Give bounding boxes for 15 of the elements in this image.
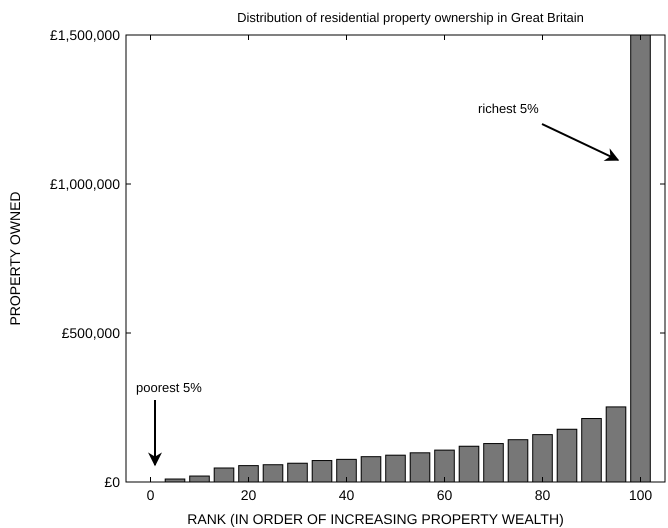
x-tick-label: 100	[628, 487, 652, 503]
x-tick-label: 60	[436, 487, 452, 503]
y-tick-label: £1,000,000	[50, 176, 120, 192]
x-tick-label: 0	[146, 487, 155, 503]
annotation: poorest 5%	[136, 380, 202, 395]
x-tick-label: 80	[534, 487, 550, 503]
x-tick-label: 20	[240, 487, 256, 503]
chart-title: Distribution of residential property ownership in Great Britain	[237, 10, 584, 25]
annotation: richest 5%	[478, 101, 540, 116]
y-axis-title: PROPERTY OWNED	[7, 191, 23, 326]
y-tick-label: £0	[104, 474, 120, 490]
x-tick-label: 40	[338, 487, 354, 503]
y-tick-label: £1,500,000	[50, 27, 120, 43]
x-axis-title: RANK (IN ORDER OF INCREASING PROPERTY WEALTH)	[187, 511, 564, 527]
y-tick-label: £500,000	[62, 325, 120, 341]
